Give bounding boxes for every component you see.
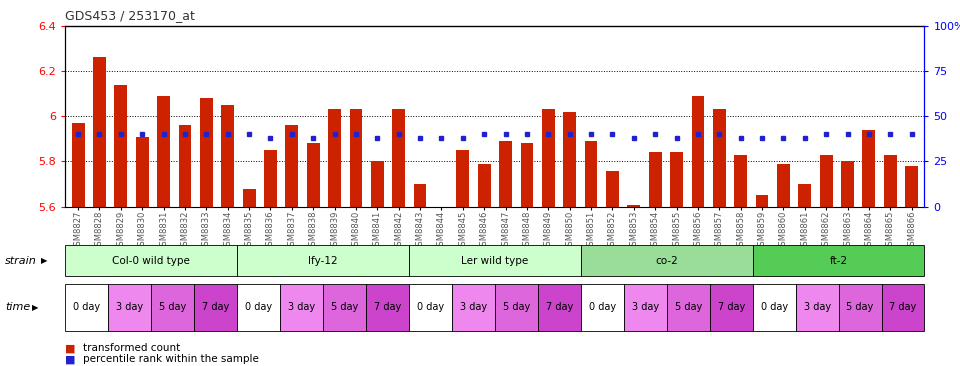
Text: transformed count: transformed count <box>83 343 180 354</box>
Bar <box>222 105 234 207</box>
Text: 3 day: 3 day <box>804 302 830 313</box>
Bar <box>414 184 426 207</box>
Text: 3 day: 3 day <box>632 302 659 313</box>
Bar <box>884 155 897 207</box>
Text: Col-0 wild type: Col-0 wild type <box>112 256 190 266</box>
Text: 7 day: 7 day <box>545 302 573 313</box>
Bar <box>670 152 683 207</box>
Bar <box>756 195 768 207</box>
Text: Ler wild type: Ler wild type <box>461 256 529 266</box>
Text: ▶: ▶ <box>41 256 48 265</box>
Text: 5 day: 5 day <box>159 302 186 313</box>
Bar <box>520 143 534 207</box>
Bar <box>328 109 341 207</box>
Text: 0 day: 0 day <box>245 302 273 313</box>
Bar <box>114 85 128 207</box>
Bar <box>72 123 84 207</box>
Text: 3 day: 3 day <box>460 302 487 313</box>
Bar <box>862 130 876 207</box>
Bar <box>435 207 448 214</box>
Text: 0 day: 0 day <box>588 302 616 313</box>
Bar <box>713 109 726 207</box>
Bar <box>200 98 213 207</box>
Text: 7 day: 7 day <box>373 302 401 313</box>
Text: 3 day: 3 day <box>116 302 143 313</box>
Text: 0 day: 0 day <box>760 302 788 313</box>
Bar <box>606 171 619 207</box>
Text: co-2: co-2 <box>656 256 678 266</box>
Bar <box>135 137 149 207</box>
Text: strain: strain <box>5 256 36 266</box>
Bar <box>93 57 106 207</box>
Bar <box>628 205 640 207</box>
Text: 5 day: 5 day <box>847 302 874 313</box>
Bar <box>349 109 362 207</box>
Text: 3 day: 3 day <box>288 302 315 313</box>
Text: GDS453 / 253170_at: GDS453 / 253170_at <box>65 9 195 22</box>
Text: 5 day: 5 day <box>675 302 702 313</box>
Bar <box>478 164 491 207</box>
Text: ■: ■ <box>65 343 76 354</box>
Text: percentile rank within the sample: percentile rank within the sample <box>83 354 258 365</box>
Bar <box>456 150 469 207</box>
Bar <box>264 150 276 207</box>
Bar <box>820 155 832 207</box>
Text: time: time <box>5 302 30 313</box>
Bar <box>393 109 405 207</box>
Bar <box>243 188 255 207</box>
Bar <box>691 96 705 207</box>
Bar <box>905 166 918 207</box>
Text: 5 day: 5 day <box>331 302 358 313</box>
Text: ■: ■ <box>65 354 76 365</box>
Bar <box>541 109 555 207</box>
Bar <box>285 125 299 207</box>
Text: 7 day: 7 day <box>889 302 917 313</box>
Text: ft-2: ft-2 <box>829 256 848 266</box>
Bar <box>157 96 170 207</box>
Bar <box>799 184 811 207</box>
Text: ▶: ▶ <box>32 303 38 312</box>
Text: 0 day: 0 day <box>73 302 101 313</box>
Bar <box>499 141 512 207</box>
Bar <box>179 125 191 207</box>
Text: lfy-12: lfy-12 <box>308 256 338 266</box>
Bar <box>307 143 320 207</box>
Text: 7 day: 7 day <box>717 302 745 313</box>
Text: 7 day: 7 day <box>202 302 229 313</box>
Bar <box>585 141 597 207</box>
Bar <box>734 155 747 207</box>
Text: 5 day: 5 day <box>503 302 530 313</box>
Bar <box>841 161 854 207</box>
Text: 0 day: 0 day <box>417 302 444 313</box>
Bar <box>777 164 790 207</box>
Bar <box>649 152 661 207</box>
Bar <box>371 161 384 207</box>
Bar <box>564 112 576 207</box>
